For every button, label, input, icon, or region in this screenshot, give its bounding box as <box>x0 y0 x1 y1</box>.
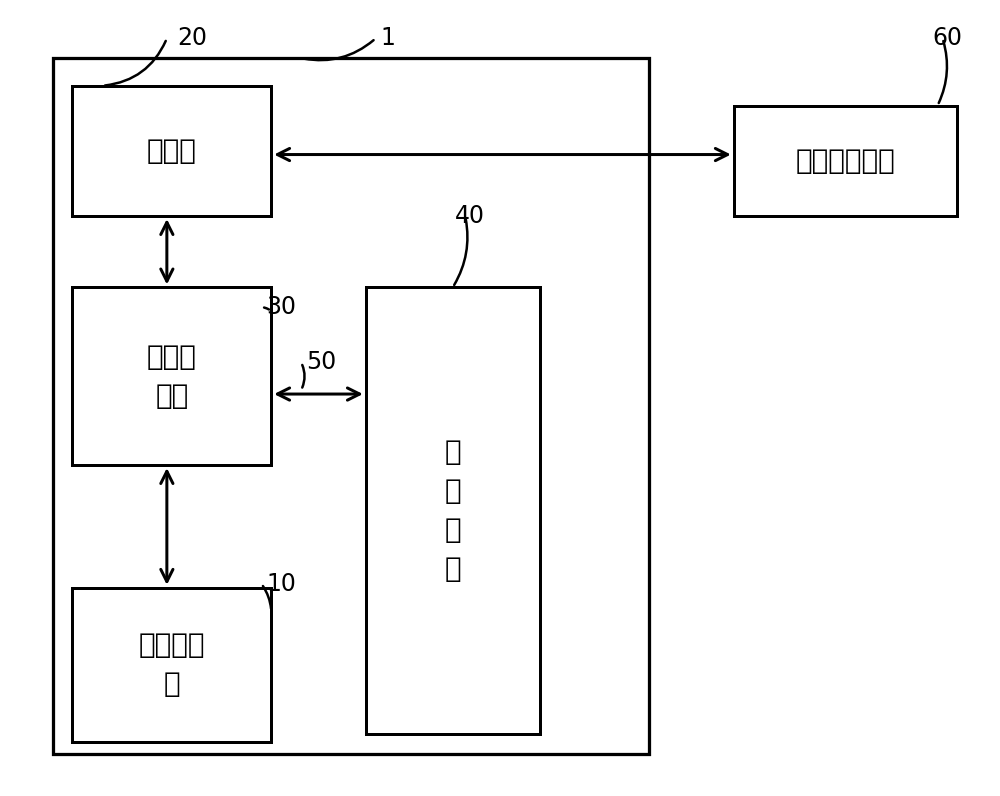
Text: 20: 20 <box>177 26 207 50</box>
Bar <box>72 86 271 217</box>
Bar <box>734 106 957 217</box>
Text: 1: 1 <box>381 26 396 50</box>
Text: 伺服控制
器: 伺服控制 器 <box>139 631 205 698</box>
Text: 40: 40 <box>455 205 485 228</box>
Text: 外
设
接
口: 外 设 接 口 <box>444 438 461 583</box>
Bar <box>366 287 540 734</box>
Text: 50: 50 <box>306 350 336 374</box>
Bar <box>72 287 271 465</box>
Text: 存储器: 存储器 <box>147 137 197 165</box>
Text: 10: 10 <box>266 572 296 595</box>
Bar <box>53 58 649 754</box>
Text: 30: 30 <box>266 295 296 319</box>
Text: 电机控制装置: 电机控制装置 <box>796 147 895 175</box>
Text: 60: 60 <box>933 26 963 50</box>
Text: 存储控
制器: 存储控 制器 <box>147 343 197 410</box>
Bar <box>72 587 271 742</box>
